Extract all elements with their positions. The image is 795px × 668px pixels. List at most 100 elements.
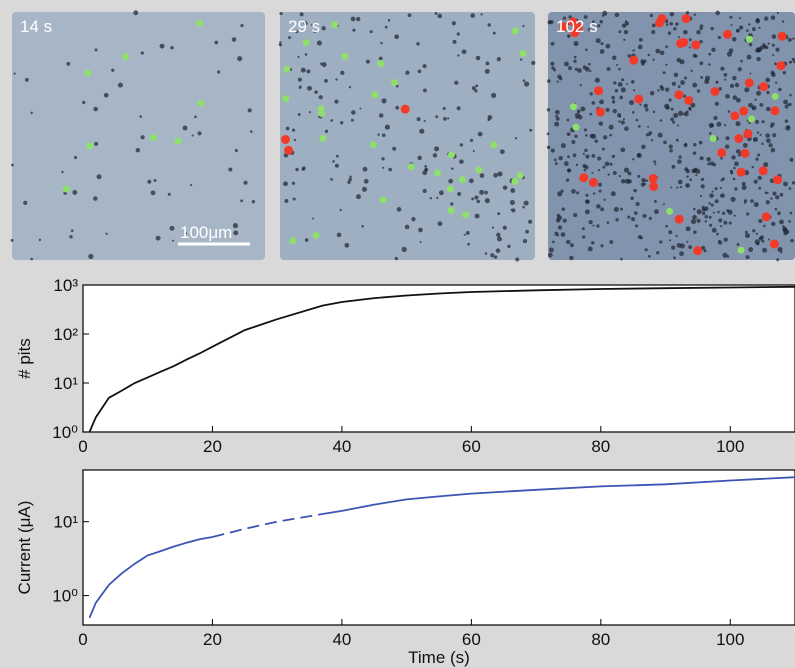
pit (596, 204, 601, 209)
pit (753, 138, 756, 142)
pit (745, 233, 751, 239)
pit (237, 56, 243, 62)
new-pit-marker (174, 137, 182, 145)
pit (378, 113, 384, 118)
pit (777, 211, 781, 216)
y-axis-label: # pits (15, 338, 34, 379)
pit (605, 107, 610, 112)
pit (770, 72, 776, 78)
pit (491, 92, 497, 99)
new-pit-marker (379, 196, 387, 204)
pit (499, 149, 505, 155)
pit (777, 246, 783, 253)
pit (623, 29, 629, 35)
pit (751, 165, 754, 169)
active-pit-marker (595, 107, 605, 117)
pit (724, 144, 730, 149)
pit (479, 173, 485, 178)
pit (467, 242, 470, 246)
new-pit-marker (330, 21, 338, 29)
pit (472, 149, 475, 153)
pit (103, 92, 109, 98)
pit (755, 157, 759, 161)
pit (303, 21, 308, 26)
pit (630, 79, 635, 84)
pit (672, 120, 676, 124)
pit (424, 168, 428, 171)
y-tick-label: 10³ (53, 276, 78, 295)
active-pit-marker (722, 29, 732, 39)
pit (748, 247, 754, 252)
pit (574, 134, 578, 139)
pit (633, 188, 637, 193)
pit (767, 42, 770, 45)
pit (710, 26, 714, 31)
new-pit-marker (745, 35, 753, 43)
pit (655, 48, 661, 54)
pit (771, 34, 777, 39)
pit (645, 108, 649, 112)
plot-area (82, 469, 795, 626)
pit (782, 71, 787, 75)
pit (680, 80, 685, 85)
active-pit-marker (777, 31, 787, 41)
pit (623, 38, 626, 41)
pit (10, 238, 14, 242)
pit (436, 196, 439, 199)
pit (548, 247, 554, 253)
pit (723, 73, 728, 77)
pit (159, 43, 165, 49)
new-pit-marker (317, 109, 325, 117)
pit (735, 97, 741, 103)
pit (642, 213, 647, 219)
pit (729, 169, 734, 174)
pit (463, 233, 466, 236)
pit (284, 199, 289, 203)
pit (736, 243, 740, 247)
pit (297, 55, 300, 59)
pit (591, 171, 594, 175)
pit (748, 42, 753, 47)
pit (708, 63, 711, 66)
pit (519, 58, 523, 61)
pit (695, 174, 698, 177)
pit (384, 25, 388, 29)
pit (395, 105, 400, 110)
pit (291, 181, 296, 185)
pit (693, 13, 697, 16)
pit (589, 133, 594, 139)
active-pit-marker (773, 175, 783, 185)
pit (510, 188, 516, 193)
pit (767, 238, 770, 241)
pit (133, 10, 139, 16)
pit (708, 52, 712, 56)
pit (573, 41, 579, 47)
pit (484, 252, 488, 255)
pit (591, 154, 596, 158)
pit (585, 48, 588, 52)
pit (381, 157, 385, 161)
pit (475, 84, 479, 88)
pit (770, 197, 773, 200)
pit (675, 138, 679, 142)
pit (776, 258, 780, 262)
pit (609, 162, 613, 166)
pit (789, 157, 794, 162)
pit (602, 10, 608, 16)
new-pit-marker (282, 95, 290, 103)
pit (668, 144, 673, 149)
pit (576, 191, 580, 195)
new-pit-marker (748, 115, 756, 123)
pit (243, 180, 248, 185)
pit (278, 43, 282, 47)
pit (522, 238, 528, 244)
pit (645, 179, 648, 183)
pit (655, 251, 660, 255)
pit (677, 124, 680, 127)
pit (772, 133, 777, 138)
pit (589, 92, 593, 96)
pit (599, 19, 604, 24)
pit (717, 35, 721, 40)
pit (515, 257, 520, 262)
pit (770, 125, 773, 128)
